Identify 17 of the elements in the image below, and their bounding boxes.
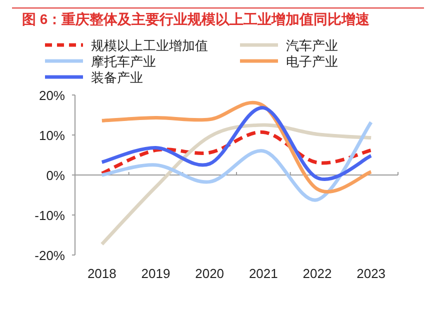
y-tick-label: -10% — [34, 208, 66, 223]
x-tick-label: 2023 — [356, 266, 386, 281]
chart-title: 图 6：重庆整体及主要行业规模以上工业增加值同比增速 — [22, 11, 371, 27]
x-tick-label: 2021 — [248, 266, 278, 281]
y-tick-label: 10% — [38, 128, 66, 143]
legend-label: 汽车产业 — [286, 38, 338, 53]
legend-label: 电子产业 — [286, 54, 338, 69]
x-tick-label: 2020 — [195, 266, 224, 281]
x-tick-label: 2019 — [141, 266, 170, 281]
y-tick-label: 0% — [46, 168, 66, 183]
legend-label: 摩托车产业 — [91, 54, 156, 69]
legend-label: 装备产业 — [91, 70, 143, 85]
y-tick-label: -20% — [34, 248, 66, 263]
x-tick-label: 2022 — [302, 266, 332, 281]
legend-label: 规模以上工业增加值 — [91, 38, 208, 53]
x-tick-label: 2018 — [87, 266, 116, 281]
y-tick-label: 20% — [38, 88, 66, 103]
